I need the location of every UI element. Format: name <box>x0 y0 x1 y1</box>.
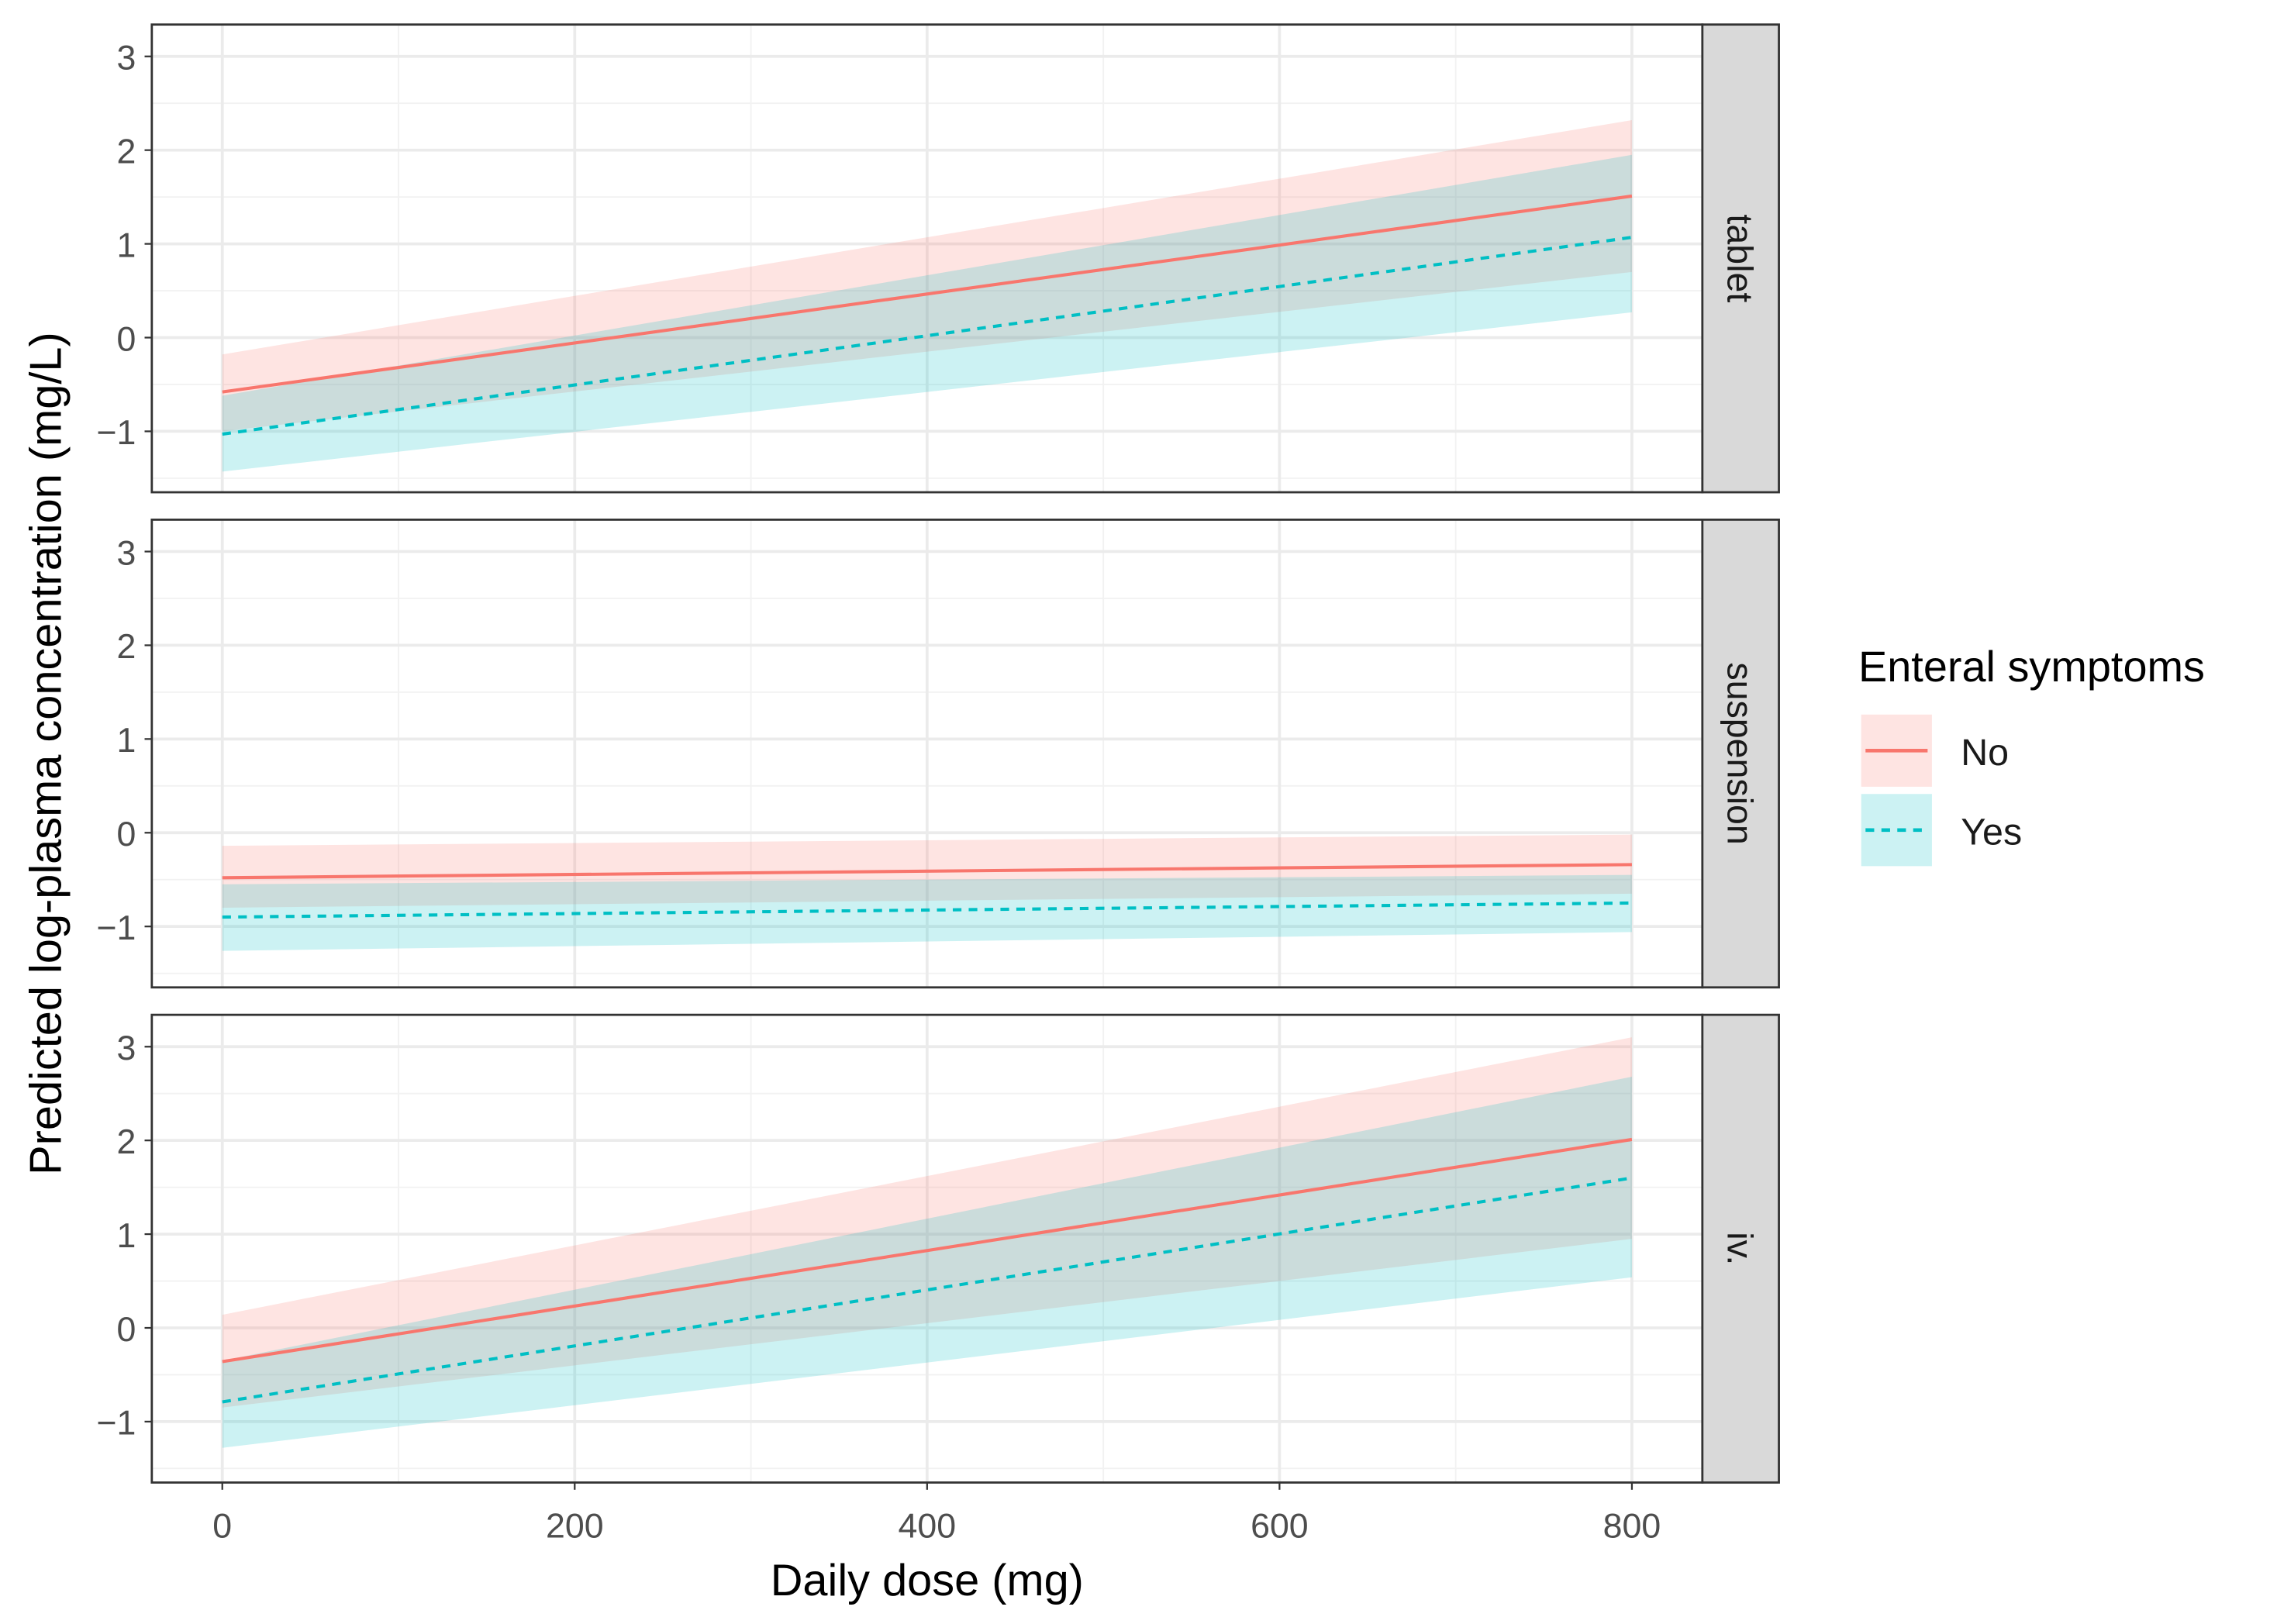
y-tick-label: 3 <box>116 534 136 572</box>
legend: Enteral symptoms No Yes <box>1858 642 2205 867</box>
series-line-no <box>222 863 1632 880</box>
legend-item-no: No <box>1861 714 2009 787</box>
y-tick-label: −1 <box>96 414 136 452</box>
x-tick-label: 200 <box>546 1507 604 1545</box>
legend-title: Enteral symptoms <box>1858 642 2205 691</box>
confidence-ribbon-yes <box>222 1076 1632 1448</box>
x-tick-label: 0 <box>212 1507 232 1545</box>
facet-panel-suspension: −1 0 1 2 3 suspension <box>96 519 1780 989</box>
facet-strip <box>1701 1013 1780 1484</box>
y-tick-label: 1 <box>116 1217 136 1255</box>
y-tick-label: −1 <box>96 909 136 947</box>
x-tick-label: 600 <box>1251 1507 1309 1545</box>
confidence-ribbon-no <box>222 119 1632 432</box>
series-line-no <box>222 194 1633 394</box>
confidence-ribbon-yes <box>222 154 1632 472</box>
y-tick-label: 1 <box>116 226 136 264</box>
legend-label-yes: Yes <box>1961 811 2022 853</box>
y-tick-label: 0 <box>116 815 136 853</box>
x-axis-label: Daily dose (mg) <box>771 1556 1084 1605</box>
y-tick-label: 1 <box>116 722 136 760</box>
confidence-ribbon-no <box>222 1037 1632 1408</box>
panels: −1 0 1 2 3 tablet −1 0 1 2 3 suspension −1 0 1 2 3 iv. <box>96 23 1780 1484</box>
x-tick-label: 400 <box>899 1507 957 1545</box>
y-axis-label: Predicted log-plasma concentration (mg/L… <box>22 332 71 1175</box>
series-line-yes <box>222 901 1632 919</box>
facet-strip-label: iv. <box>1720 1232 1760 1265</box>
x-axis: 0 200 400 600 800 <box>212 1482 1661 1545</box>
facet-strip-label: tablet <box>1720 214 1760 302</box>
facet-panel-iv: −1 0 1 2 3 iv. <box>96 1013 1780 1484</box>
y-tick-label: 0 <box>116 1311 136 1349</box>
y-tick-label: 2 <box>116 1123 136 1161</box>
facet-strip-label: suspension <box>1720 662 1760 844</box>
facet-panel-tablet: −1 0 1 2 3 tablet <box>96 23 1780 494</box>
y-tick-label: 3 <box>116 1029 136 1067</box>
series-line-no <box>222 1137 1633 1364</box>
y-tick-label: 2 <box>116 133 136 171</box>
y-tick-label: 2 <box>116 628 136 666</box>
facet-strip <box>1701 23 1780 494</box>
confidence-ribbon-yes <box>222 874 1632 951</box>
legend-label-no: No <box>1961 732 2009 774</box>
y-tick-label: 3 <box>116 40 136 78</box>
legend-item-yes: Yes <box>1861 794 2022 867</box>
x-tick-label: 800 <box>1603 1507 1661 1545</box>
y-tick-label: −1 <box>96 1405 136 1443</box>
y-tick-label: 0 <box>116 320 136 358</box>
facet-strip <box>1701 519 1780 989</box>
